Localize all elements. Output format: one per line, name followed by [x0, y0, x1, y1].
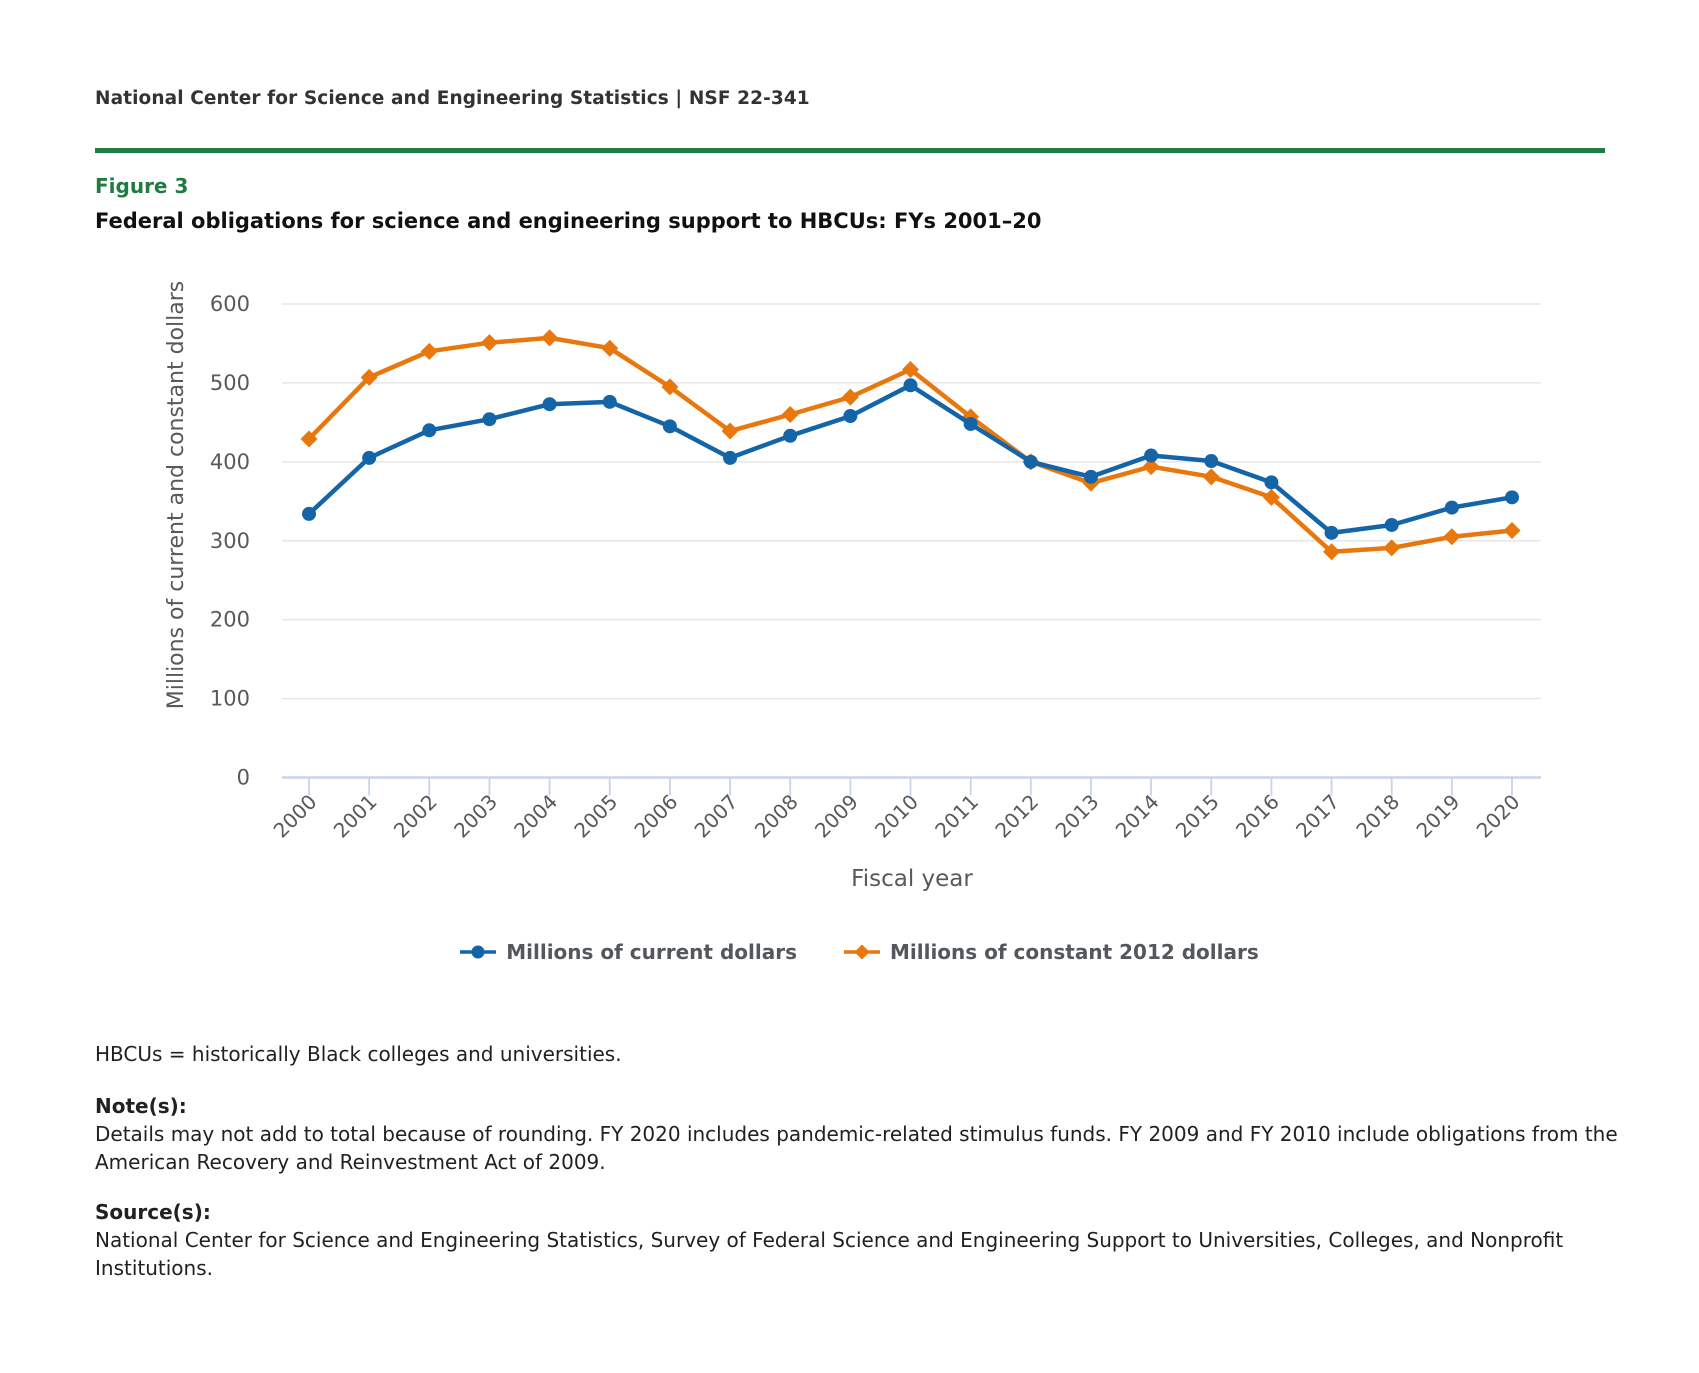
series-line-current-dollars: [306, 383, 1515, 536]
y-tick-label: 100: [210, 687, 250, 711]
data-point-2010-current[interactable]: [903, 378, 918, 393]
data-point-2008-current[interactable]: [783, 428, 798, 443]
data-point-2003-current[interactable]: [482, 412, 497, 427]
data-point-2004-constant[interactable]: [541, 329, 559, 347]
y-tick-label: 200: [210, 608, 250, 632]
data-point-2010-constant[interactable]: [902, 361, 919, 379]
x-tick-label: 2007: [690, 790, 743, 843]
legend-label-current-dollars: Millions of current dollars: [506, 940, 797, 964]
x-tick-label: 2017: [1291, 790, 1344, 843]
y-tick-label: 0: [237, 766, 250, 790]
data-point-2015-current[interactable]: [1204, 454, 1219, 469]
data-point-2016-current[interactable]: [1264, 475, 1279, 490]
data-point-2020-constant[interactable]: [1503, 521, 1521, 539]
chart-legend: Millions of current dollars Millions of …: [19, 930, 1699, 974]
data-point-2009-current[interactable]: [843, 409, 858, 424]
legend-label-constant-2012-dollars: Millions of constant 2012 dollars: [889, 940, 1259, 964]
data-point-2014-constant[interactable]: [1142, 458, 1160, 476]
figure-title: Federal obligations for science and engi…: [95, 209, 1042, 233]
x-tick-label: 2000: [269, 790, 322, 843]
report-header: National Center for Science and Engineer…: [95, 88, 810, 109]
notes-section: HBCUs = historically Black colleges and …: [95, 1040, 1620, 1282]
data-point-2012-current[interactable]: [1023, 454, 1038, 469]
x-tick-label: 2004: [509, 790, 562, 843]
x-tick-label: 2009: [810, 790, 863, 843]
data-point-2017-constant[interactable]: [1323, 543, 1341, 561]
x-tick-label: 2001: [329, 790, 382, 843]
source-heading: Source(s):: [95, 1200, 211, 1224]
x-tick-label: 2005: [569, 790, 622, 843]
x-tick-label: 2019: [1411, 790, 1464, 843]
data-point-2008-constant[interactable]: [781, 405, 799, 423]
x-tick-label: 2014: [1111, 790, 1164, 843]
data-point-2019-constant[interactable]: [1443, 528, 1461, 546]
data-point-2009-constant[interactable]: [841, 388, 859, 406]
legend-item-constant-2012-dollars[interactable]: Millions of constant 2012 dollars: [843, 940, 1259, 964]
data-point-2000-current[interactable]: [302, 506, 316, 521]
x-tick-label: 2015: [1171, 790, 1224, 843]
data-point-2007-current[interactable]: [723, 450, 738, 465]
data-point-2020-current[interactable]: [1505, 490, 1519, 505]
x-tick-label: 2012: [990, 790, 1043, 843]
data-point-2005-current[interactable]: [602, 394, 617, 409]
x-tick-label: 2006: [629, 790, 682, 843]
data-point-2013-current[interactable]: [1083, 469, 1098, 484]
y-tick-label: 600: [210, 292, 250, 316]
x-tick-label: 2018: [1351, 790, 1404, 843]
legend-marker-diamond-icon: [843, 944, 880, 960]
data-point-2006-current[interactable]: [662, 419, 677, 434]
data-point-2004-current[interactable]: [542, 397, 557, 412]
data-point-2016-constant[interactable]: [1262, 488, 1280, 506]
data-point-2000-constant[interactable]: [300, 430, 318, 448]
source-text: National Center for Science and Engineer…: [95, 1228, 1564, 1280]
data-point-2001-current[interactable]: [362, 450, 377, 465]
y-axis-title: Millions of current and constant dollars: [164, 281, 189, 710]
x-tick-label: 2008: [750, 790, 803, 843]
data-point-2014-current[interactable]: [1144, 448, 1159, 463]
data-point-2005-constant[interactable]: [601, 339, 619, 357]
x-tick-label: 2013: [1051, 790, 1104, 843]
x-tick-label: 2011: [930, 790, 983, 843]
data-point-2001-constant[interactable]: [360, 368, 378, 386]
legend-item-current-dollars[interactable]: Millions of current dollars: [459, 940, 797, 964]
figure-label: Figure 3: [95, 174, 189, 198]
note-heading: Note(s):: [95, 1094, 187, 1118]
y-tick-label: 400: [210, 450, 250, 474]
data-point-2019-current[interactable]: [1444, 500, 1459, 515]
data-point-2002-current[interactable]: [422, 423, 437, 438]
data-point-2011-current[interactable]: [963, 416, 978, 431]
x-tick-label: 2020: [1472, 790, 1525, 843]
x-axis-title: Fiscal year: [851, 866, 973, 892]
y-tick-label: 500: [210, 371, 250, 395]
legend-marker-circle-icon: [460, 945, 497, 959]
x-tick-label: 2016: [1231, 790, 1284, 843]
data-point-2006-constant[interactable]: [661, 378, 679, 396]
x-tick-label: 2002: [389, 790, 442, 843]
x-tick-label: 2003: [449, 790, 502, 843]
data-point-2017-current[interactable]: [1324, 525, 1339, 540]
divider-rule: [95, 148, 1605, 153]
data-point-2007-constant[interactable]: [721, 422, 739, 440]
x-tick-label: 2010: [870, 790, 923, 843]
y-tick-label: 300: [210, 529, 250, 553]
data-point-2003-constant[interactable]: [480, 334, 498, 352]
data-point-2015-constant[interactable]: [1202, 468, 1220, 486]
data-point-2018-current[interactable]: [1384, 517, 1399, 532]
data-point-2018-constant[interactable]: [1383, 539, 1401, 557]
data-point-2002-constant[interactable]: [420, 342, 438, 360]
abbreviation-note: HBCUs = historically Black colleges and …: [95, 1042, 622, 1066]
note-text: Details may not add to total because of …: [95, 1122, 1618, 1174]
